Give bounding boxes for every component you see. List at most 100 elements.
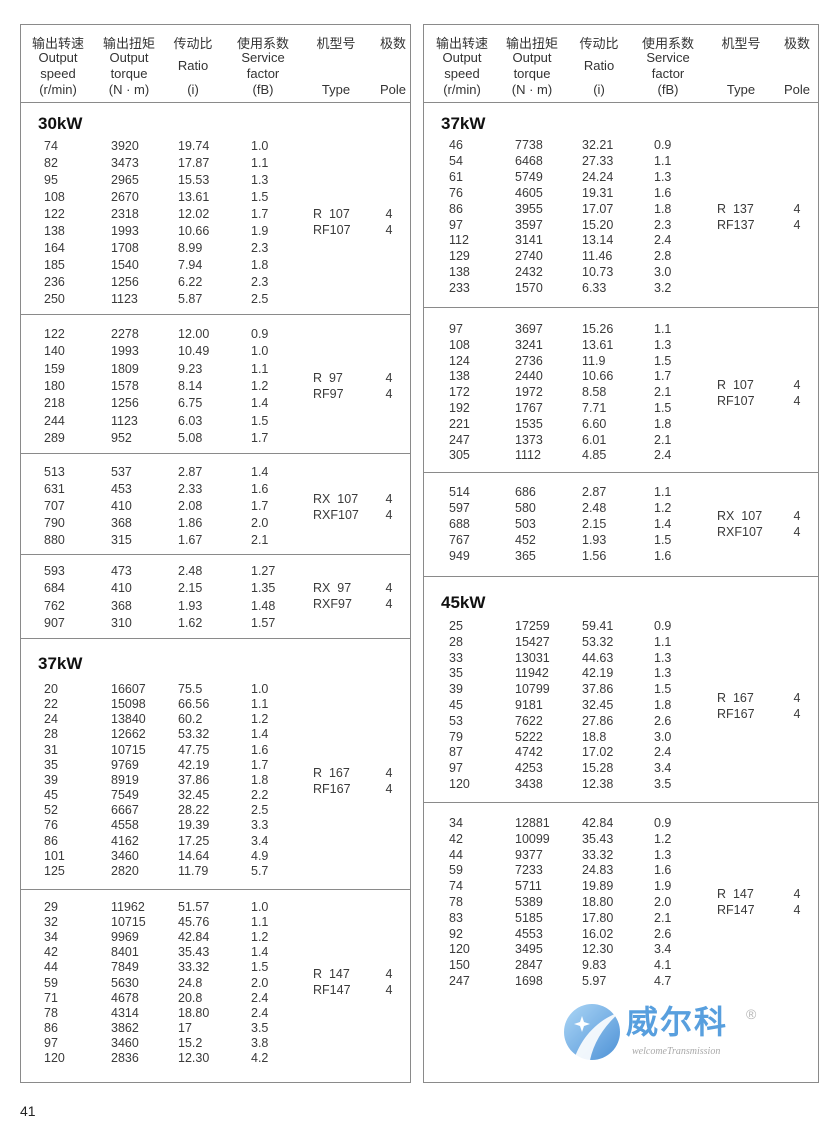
output-torque-cell: 3495 (515, 942, 543, 957)
ratio-cell: 11.46 (582, 249, 613, 264)
service-factor-cell: 1.1 (251, 361, 269, 376)
output-speed-cell: 74 (44, 139, 58, 153)
output-speed-cell: 880 (44, 533, 65, 547)
service-factor-cell: 3.5 (654, 777, 672, 791)
output-speed-cell: 125 (44, 863, 65, 878)
table-panel-left: 输出转速 Output speed (r/min) 输出扭矩 Output torque (N… (20, 24, 411, 1083)
output-speed-cell: 762 (44, 598, 65, 613)
output-speed-cell: 593 (44, 564, 65, 578)
ratio-cell: 10.49 (178, 344, 210, 359)
output-speed-cell: 138 (44, 224, 65, 238)
output-speed-cell: 120 (44, 1051, 65, 1065)
service-factor-cell: 1.3 (654, 666, 672, 681)
output-torque-cell: 2965 (111, 173, 139, 187)
output-speed-cell: 86 (44, 833, 58, 848)
ratio-cell: 19.74 (178, 139, 210, 153)
output-torque-cell: 13031 (515, 650, 550, 665)
ratio-cell: 24.24 (582, 169, 614, 184)
service-factor-cell: 1.7 (251, 207, 269, 221)
ratio-cell: 8.58 (582, 385, 607, 400)
header-ratio-cn: 传动比 (173, 36, 213, 51)
service-factor-cell: 1.0 (251, 139, 269, 153)
pole-count: 4 (385, 207, 393, 221)
service-factor-cell: 1.5 (654, 353, 672, 368)
output-torque-cell: 3241 (515, 337, 543, 352)
service-factor-cell: 1.1 (251, 156, 269, 170)
output-speed-cell: 52 (44, 803, 58, 818)
ratio-cell: 28.22 (178, 803, 210, 818)
ratio-cell: 6.22 (178, 275, 203, 289)
block-divider (21, 889, 410, 890)
header-speed-cn: 输出转速 (435, 36, 489, 51)
output-speed-cell: 32 (44, 915, 58, 930)
output-torque-cell: 5185 (515, 910, 543, 925)
header-pole-cn: 极数 (783, 36, 811, 51)
output-speed-cell: 34 (449, 816, 463, 830)
output-speed-cell: 684 (44, 581, 65, 596)
ratio-cell: 14.64 (178, 848, 210, 863)
output-torque-cell: 2836 (111, 1051, 139, 1065)
pole-count: 4 (793, 509, 801, 523)
output-speed-cell: 247 (449, 974, 470, 988)
ratio-cell: 5.87 (178, 292, 203, 306)
header-type-en: Type (321, 82, 351, 97)
output-speed-cell: 120 (449, 942, 470, 957)
output-speed-cell: 124 (449, 353, 470, 368)
ratio-cell: 18.8 (582, 729, 607, 744)
service-factor-cell: 1.1 (654, 485, 672, 499)
service-factor-cell: 1.8 (251, 772, 269, 787)
output-torque-cell: 3697 (515, 322, 543, 336)
output-speed-cell: 159 (44, 361, 65, 376)
ratio-cell: 10.66 (582, 369, 614, 384)
output-speed-cell: 34 (44, 930, 58, 945)
output-torque-cell: 1767 (515, 401, 543, 415)
service-factor-cell: 1.48 (251, 598, 276, 613)
output-torque-cell: 7549 (111, 788, 139, 803)
service-factor-cell: 2.4 (251, 990, 269, 1005)
model-type: RF167 (717, 706, 755, 721)
ratio-cell: 18.80 (178, 1005, 210, 1020)
pole-count: 4 (385, 596, 393, 611)
ratio-cell: 32.45 (582, 698, 614, 712)
model-type: RF137 (717, 217, 755, 232)
service-factor-cell: 1.4 (654, 517, 672, 531)
service-factor-cell: 2.4 (654, 448, 672, 463)
output-torque-cell: 12662 (111, 727, 146, 742)
service-factor-cell: 1.1 (654, 634, 672, 649)
model-type: RF147 (313, 982, 351, 997)
service-factor-cell: 1.1 (251, 697, 269, 712)
service-factor-cell: 1.1 (251, 915, 269, 930)
service-factor-cell: 4.2 (251, 1051, 269, 1065)
output-torque-cell: 5630 (111, 975, 139, 990)
header-service-unit: (fB) (657, 82, 679, 97)
output-speed-cell: 83 (449, 910, 463, 925)
output-speed-cell: 74 (449, 879, 463, 894)
output-speed-cell: 236 (44, 275, 65, 289)
ratio-cell: 2.48 (178, 564, 203, 578)
service-factor-cell: 3.5 (251, 1020, 269, 1035)
output-speed-cell: 218 (44, 396, 65, 411)
service-factor-cell: 1.6 (251, 742, 269, 757)
service-factor-cell: 3.0 (654, 265, 672, 280)
output-torque-cell: 6468 (515, 153, 543, 168)
ratio-cell: 1.62 (178, 615, 203, 630)
model-type: R 107 (313, 207, 350, 221)
output-torque-cell: 12881 (515, 816, 550, 830)
brand-name-cn: 威尔科 (626, 1004, 729, 1040)
output-speed-cell: 688 (449, 517, 470, 531)
model-type: RF167 (313, 781, 351, 796)
service-factor-cell: 2.0 (251, 975, 269, 990)
header-service-unit: (fB) (252, 82, 274, 97)
ratio-cell: 27.86 (582, 713, 614, 728)
service-factor-cell: 1.8 (654, 416, 672, 431)
ratio-cell: 19.89 (582, 879, 614, 894)
output-torque-cell: 8919 (111, 772, 139, 787)
service-factor-cell: 2.1 (251, 533, 269, 547)
service-factor-cell: 1.0 (251, 682, 269, 696)
pole-count: 4 (793, 217, 801, 232)
header-torque-unit: (N · m) (511, 82, 553, 97)
output-speed-cell: 76 (449, 185, 463, 200)
output-torque-cell: 3141 (515, 233, 543, 248)
output-torque-cell: 1570 (515, 281, 543, 296)
ratio-cell: 6.33 (582, 281, 607, 296)
